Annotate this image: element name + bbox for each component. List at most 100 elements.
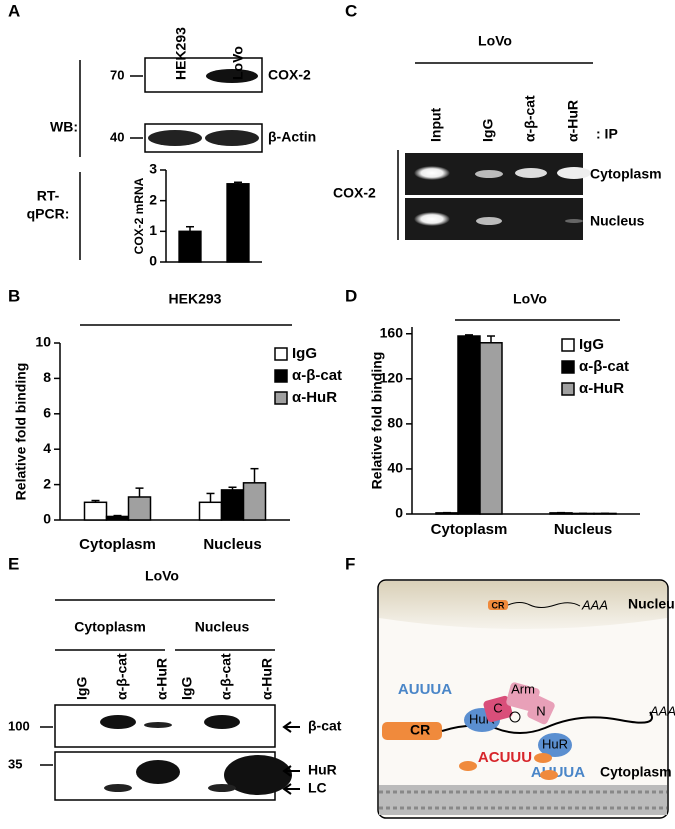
- bcat: [506, 682, 540, 712]
- protein: [534, 753, 552, 763]
- stem-loop: [509, 711, 521, 723]
- band: [148, 130, 202, 146]
- x-tick-label: Cytoplasm: [79, 536, 156, 553]
- membrane: [379, 785, 667, 815]
- bcat-label: C: [493, 700, 502, 715]
- band: [224, 755, 292, 795]
- y-tick-label: 6: [43, 405, 51, 421]
- panel-label: A: [8, 1, 20, 20]
- protein: [459, 761, 477, 771]
- bar: [220, 489, 245, 521]
- y-tick-label: 120: [380, 370, 404, 386]
- legend-swatch: [274, 347, 288, 361]
- panel-label: B: [8, 286, 20, 305]
- wb-label: WB:: [50, 119, 78, 135]
- y-tick-label: 8: [43, 369, 51, 385]
- bar: [83, 501, 108, 521]
- bar: [105, 515, 130, 521]
- y-tick-label: 0: [149, 253, 157, 269]
- y-tick-label: 0: [43, 511, 51, 527]
- y-tick-label: 1: [149, 222, 157, 238]
- motif: ACUUU: [478, 749, 532, 766]
- x-tick-label: Nucleus: [554, 521, 612, 538]
- y-tick-label: 160: [380, 324, 404, 340]
- y-tick-label: 10: [35, 334, 51, 350]
- ip-label: : IP: [596, 126, 618, 142]
- panel-label: F: [345, 554, 355, 573]
- band-label: β-Actin: [268, 129, 316, 145]
- band-label: LC: [308, 780, 327, 796]
- panel-label: D: [345, 286, 357, 305]
- legend-swatch: [561, 360, 575, 374]
- legend-swatch: [274, 369, 288, 383]
- band: [475, 170, 503, 178]
- bar: [479, 342, 503, 515]
- bar: [198, 501, 223, 521]
- bcat: [483, 695, 513, 723]
- y-axis-label: COX-2 mRNA: [132, 177, 146, 254]
- mw: 35: [8, 756, 22, 771]
- row-label: Nucleus: [590, 213, 645, 229]
- band: [204, 715, 240, 729]
- band: [205, 130, 259, 146]
- y-tick-label: 2: [149, 191, 157, 207]
- cr-label: CR: [410, 722, 430, 738]
- lane-label: IgG: [179, 677, 195, 700]
- arrow: [282, 721, 300, 733]
- column-header: LoVo: [230, 46, 246, 80]
- membrane: [379, 790, 667, 810]
- motif: AUUUA: [531, 764, 585, 781]
- rt-label: RT-: [37, 188, 60, 204]
- arrow: [282, 765, 300, 777]
- band: [557, 167, 591, 179]
- bar: [127, 496, 152, 521]
- arrow: [282, 783, 300, 795]
- legend-swatch: [561, 338, 575, 352]
- group-title: LoVo: [145, 568, 179, 584]
- cr-box: [488, 600, 508, 610]
- compartment: Nucleus: [628, 596, 675, 612]
- legend-label: α-HuR: [579, 380, 624, 397]
- legend-swatch: [274, 391, 288, 405]
- band-label: COX-2: [268, 67, 311, 83]
- bar: [178, 230, 202, 263]
- column-header: HEK293: [173, 27, 189, 80]
- y-tick-label: 2: [43, 475, 51, 491]
- protein: [540, 770, 558, 780]
- band: [565, 219, 583, 223]
- band: [136, 760, 180, 784]
- band: [414, 212, 450, 226]
- band-label: HuR: [308, 762, 337, 778]
- band-label: β-cat: [308, 718, 342, 734]
- motif: AUUUA: [398, 681, 452, 698]
- lane-label: α-HuR: [154, 658, 170, 700]
- lane-label: Input: [428, 107, 444, 142]
- chart-title: HEK293: [169, 291, 222, 307]
- lane-label: α-HuR: [259, 658, 275, 700]
- legend-swatch: [561, 382, 575, 396]
- band: [104, 784, 132, 792]
- cr-label: CR: [492, 600, 505, 610]
- nucleus: [379, 581, 667, 629]
- panel-label: E: [8, 554, 19, 573]
- hur: [538, 733, 572, 757]
- y-tick-label: 0: [395, 505, 403, 521]
- rna: [507, 602, 581, 608]
- rt-label: qPCR:: [27, 206, 70, 222]
- y-tick-label: 3: [149, 161, 157, 177]
- mw: 70: [110, 67, 124, 82]
- y-tick-label: 4: [43, 440, 51, 456]
- legend-label: IgG: [579, 336, 604, 353]
- mw: 100: [8, 718, 30, 733]
- cr-box: [382, 722, 442, 740]
- legend-label: α-β-cat: [292, 367, 342, 384]
- polya: AAA: [581, 597, 608, 612]
- bcat-label: N: [536, 703, 545, 718]
- bar: [226, 183, 250, 263]
- band: [144, 722, 172, 728]
- compartment: Cytoplasm: [600, 764, 672, 780]
- polya: AAA: [649, 703, 675, 718]
- bar: [457, 335, 481, 515]
- lane-label: α-β-cat: [218, 653, 234, 700]
